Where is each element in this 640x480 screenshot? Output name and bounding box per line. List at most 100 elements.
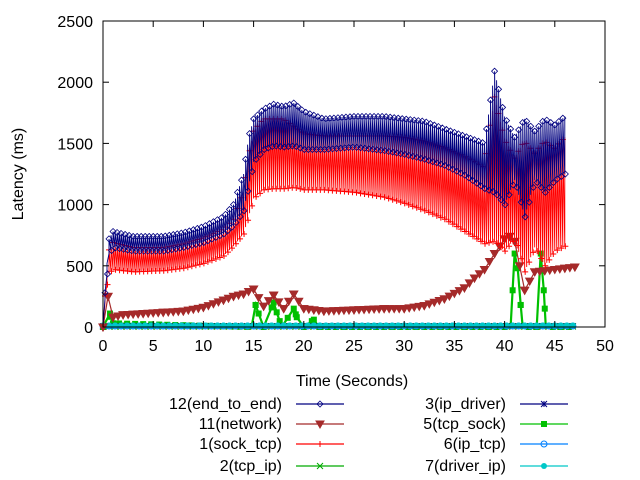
data-point <box>455 322 462 329</box>
data-point <box>533 322 540 329</box>
data-point <box>458 131 466 139</box>
data-point <box>550 251 557 258</box>
data-point <box>538 255 545 262</box>
data-point <box>263 297 274 306</box>
data-point <box>224 226 232 235</box>
legend-marker <box>541 463 547 469</box>
data-point <box>249 202 256 209</box>
data-point <box>224 249 231 256</box>
data-point <box>178 307 189 317</box>
data-point <box>172 322 179 329</box>
data-point <box>154 322 161 329</box>
data-point <box>397 150 405 158</box>
data-point <box>319 307 329 317</box>
data-point <box>537 183 545 192</box>
data-point <box>328 322 335 329</box>
data-point <box>518 255 525 262</box>
data-point <box>413 204 420 211</box>
data-point <box>509 322 516 329</box>
data-point <box>268 291 279 301</box>
data-point <box>138 310 149 319</box>
data-point <box>177 229 185 237</box>
data-point <box>515 322 522 329</box>
data-point <box>535 122 543 130</box>
data-point <box>180 243 188 252</box>
data-point <box>237 176 246 184</box>
legend-label: 12(end_to_end) <box>169 396 282 413</box>
data-point <box>563 322 570 329</box>
data-point <box>519 119 527 127</box>
data-point <box>208 300 219 309</box>
data-point <box>273 309 280 316</box>
data-point <box>273 298 284 307</box>
data-point <box>290 99 298 107</box>
y-tick-label: 1500 <box>57 136 93 153</box>
data-point <box>467 322 474 329</box>
data-point <box>446 127 454 135</box>
data-point <box>486 96 495 104</box>
data-point <box>106 322 113 329</box>
data-point <box>419 322 426 329</box>
data-point <box>470 136 479 144</box>
x-tick-label: 20 <box>295 338 313 355</box>
data-point <box>559 264 570 274</box>
data-point <box>479 265 490 275</box>
data-point <box>541 305 548 312</box>
data-point <box>292 322 299 329</box>
data-point <box>130 322 137 329</box>
data-point <box>316 322 323 329</box>
data-point <box>125 231 133 240</box>
data-point <box>178 322 185 329</box>
data-point <box>172 245 180 253</box>
data-point <box>521 213 529 221</box>
data-point <box>507 125 515 133</box>
data-point <box>105 235 113 243</box>
data-point <box>430 121 438 129</box>
legend-entry: 12(end_to_end) <box>169 396 344 413</box>
data-point <box>413 153 421 161</box>
data-point <box>381 147 389 155</box>
data-point <box>208 257 215 264</box>
data-point <box>405 201 412 208</box>
data-point <box>233 188 242 196</box>
data-point <box>214 322 221 329</box>
data-point <box>482 240 489 247</box>
data-point <box>111 244 120 252</box>
data-point <box>497 322 504 329</box>
data-point <box>479 322 486 329</box>
x-tick-label: 25 <box>345 338 363 355</box>
data-point <box>401 150 409 158</box>
data-point <box>534 248 541 255</box>
data-point <box>108 313 118 323</box>
x-tick-label: 5 <box>149 338 158 355</box>
data-point <box>218 296 229 306</box>
data-point <box>521 322 528 329</box>
data-point <box>297 185 304 192</box>
data-point <box>509 287 516 294</box>
data-point <box>190 322 197 329</box>
data-point <box>189 226 197 234</box>
data-point <box>240 207 248 215</box>
data-point <box>216 254 223 261</box>
data-point <box>346 322 353 329</box>
data-point <box>453 223 460 230</box>
data-point <box>490 67 499 75</box>
data-point <box>389 148 397 156</box>
data-point <box>519 286 530 296</box>
data-point <box>514 265 521 272</box>
data-point <box>274 322 281 329</box>
data-point <box>286 322 293 329</box>
data-point <box>196 261 203 268</box>
data-point <box>304 322 311 329</box>
data-point <box>527 322 534 329</box>
data-point <box>454 130 462 138</box>
data-point <box>256 150 264 158</box>
data-point <box>252 155 260 163</box>
data-point <box>169 231 177 239</box>
data-point <box>395 322 402 329</box>
data-point <box>158 308 169 318</box>
data-point <box>196 239 204 248</box>
data-point <box>409 203 416 210</box>
data-point <box>569 322 576 329</box>
data-point <box>115 244 124 253</box>
